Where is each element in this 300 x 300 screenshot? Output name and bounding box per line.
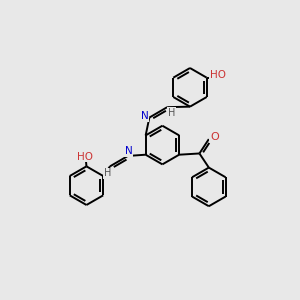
Text: HO: HO [210,70,226,80]
Text: H: H [104,168,111,178]
Text: N: N [141,111,149,121]
Text: N: N [125,146,133,157]
Text: O: O [210,132,219,142]
Text: H: H [168,108,175,118]
Text: HO: HO [77,152,93,162]
